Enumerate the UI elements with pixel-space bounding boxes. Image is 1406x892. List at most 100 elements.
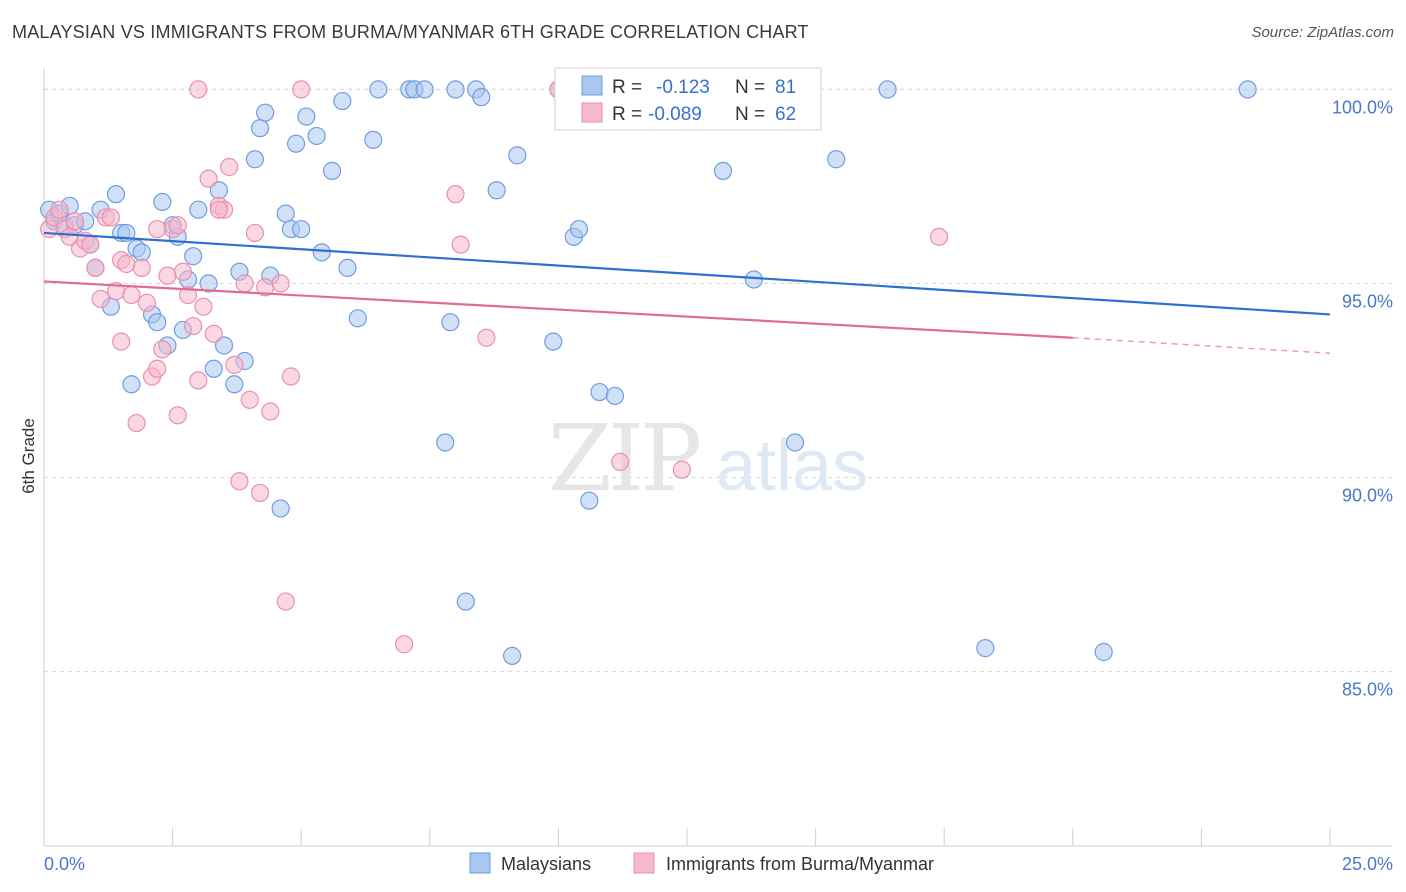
- point-malaysians-14: [122, 375, 141, 394]
- point-malaysians-49: [348, 309, 367, 328]
- point-burma-16: [127, 413, 146, 433]
- point-malaysians-11: [106, 185, 126, 204]
- point-burma-8: [86, 258, 105, 277]
- legend-swatch-blue: [581, 75, 603, 96]
- legend-r-label-pink: R =: [612, 104, 642, 125]
- point-malaysians-35: [250, 119, 270, 138]
- point-malaysians-42: [292, 219, 311, 239]
- point-malaysians-56: [441, 313, 460, 332]
- y-tick-label-2: 90.0%: [1342, 485, 1393, 505]
- point-burma-40: [250, 483, 270, 503]
- point-malaysians-25: [184, 247, 203, 266]
- legend-n-label-blue: N =: [735, 77, 765, 98]
- point-malaysians-28: [204, 359, 223, 378]
- axis-layer: [43, 68, 1392, 847]
- point-malaysians-63: [508, 146, 527, 165]
- point-malaysians-41: [286, 134, 306, 153]
- point-malaysians-31: [225, 375, 244, 394]
- point-malaysians-27: [199, 274, 218, 293]
- point-malaysians-76: [785, 433, 805, 452]
- point-malaysians-36: [256, 103, 275, 122]
- point-burma-31: [204, 324, 223, 343]
- point-burma-9: [91, 289, 110, 309]
- point-burma-49: [446, 185, 465, 204]
- point-malaysians-47: [333, 91, 352, 111]
- point-burma-24: [168, 216, 187, 235]
- y-tick-label-3: 85.0%: [1342, 679, 1393, 699]
- y-tick-label-0: 100.0%: [1332, 97, 1393, 117]
- point-burma-47: [292, 80, 311, 99]
- point-burma-39: [245, 223, 265, 243]
- point-malaysians-45: [312, 243, 331, 262]
- point-burma-11: [101, 208, 120, 227]
- legend-n-value-blue: 81: [775, 77, 796, 98]
- point-burma-29: [194, 297, 213, 316]
- chart-source: Source: ZipAtlas.com: [1251, 24, 1394, 41]
- point-malaysians-44: [307, 126, 326, 146]
- point-burma-17: [132, 258, 151, 277]
- x-tick-label-1: 25.0%: [1342, 854, 1393, 874]
- point-malaysians-26: [189, 200, 208, 219]
- points-layer: [40, 80, 1257, 665]
- point-burma-14: [117, 254, 136, 274]
- trend-line-malaysians: [43, 231, 1331, 316]
- point-malaysians-81: [1238, 80, 1257, 99]
- point-malaysians-78: [878, 80, 897, 99]
- point-burma-38: [240, 390, 259, 409]
- point-malaysians-54: [415, 80, 434, 99]
- point-malaysians-77: [827, 150, 846, 169]
- point-burma-7: [81, 235, 100, 254]
- point-burma-46: [189, 80, 208, 99]
- point-malaysians-74: [744, 270, 763, 289]
- point-malaysians-58: [456, 592, 475, 611]
- point-burma-43: [271, 274, 290, 293]
- point-malaysians-16: [132, 243, 151, 262]
- point-burma-42: [261, 402, 280, 421]
- y-tick-label-1: 95.0%: [1342, 291, 1393, 311]
- trend-layer: [43, 231, 1331, 354]
- point-burma-48: [394, 635, 414, 654]
- point-burma-61: [209, 200, 228, 219]
- point-burma-45: [281, 367, 301, 386]
- point-burma-27: [184, 316, 203, 336]
- x-tick-label-0: 0.0%: [44, 854, 85, 874]
- point-malaysians-68: [580, 491, 599, 510]
- point-malaysians-18: [148, 313, 167, 332]
- point-burma-51: [477, 328, 496, 347]
- point-malaysians-69: [590, 382, 609, 402]
- point-malaysians-43: [297, 107, 316, 126]
- legend-r-label-blue: R =: [612, 77, 642, 98]
- point-malaysians-64: [544, 332, 563, 351]
- bottom-legend-label-blue: Malaysians: [501, 854, 591, 874]
- point-burma-57: [168, 406, 187, 425]
- point-malaysians-34: [245, 150, 265, 169]
- point-burma-30: [199, 169, 218, 188]
- point-malaysians-30: [214, 336, 234, 355]
- legend-n-value-pink: 62: [775, 104, 796, 125]
- point-malaysians-38: [271, 499, 290, 518]
- point-burma-34: [220, 157, 239, 177]
- legend-swatch-pink: [581, 102, 603, 123]
- point-burma-20: [148, 359, 167, 378]
- point-burma-58: [112, 332, 131, 351]
- point-burma-15: [122, 285, 141, 305]
- point-burma-28: [189, 371, 208, 390]
- bottom-legend-swatch-pink: [633, 852, 655, 874]
- point-malaysians-70: [605, 386, 625, 406]
- y-tick-labels: 100.0% 95.0% 90.0% 85.0%: [1332, 97, 1393, 699]
- point-malaysians-48: [338, 258, 357, 277]
- x-tick-labels: 0.0% 25.0%: [44, 854, 1393, 874]
- point-burma-44: [276, 592, 295, 611]
- point-malaysians-61: [487, 181, 506, 200]
- chart-title: MALAYSIAN VS IMMIGRANTS FROM BURMA/MYANM…: [12, 22, 809, 42]
- legend-n-label-pink: N =: [735, 104, 765, 125]
- point-burma-59: [50, 200, 69, 219]
- point-malaysians-57: [446, 80, 465, 99]
- point-malaysians-73: [713, 161, 733, 180]
- point-malaysians-80: [1094, 642, 1113, 662]
- point-burma-35: [225, 355, 244, 374]
- point-burma-50: [451, 235, 470, 254]
- point-burma-22: [158, 266, 177, 285]
- trend-line-burma: [43, 280, 1073, 339]
